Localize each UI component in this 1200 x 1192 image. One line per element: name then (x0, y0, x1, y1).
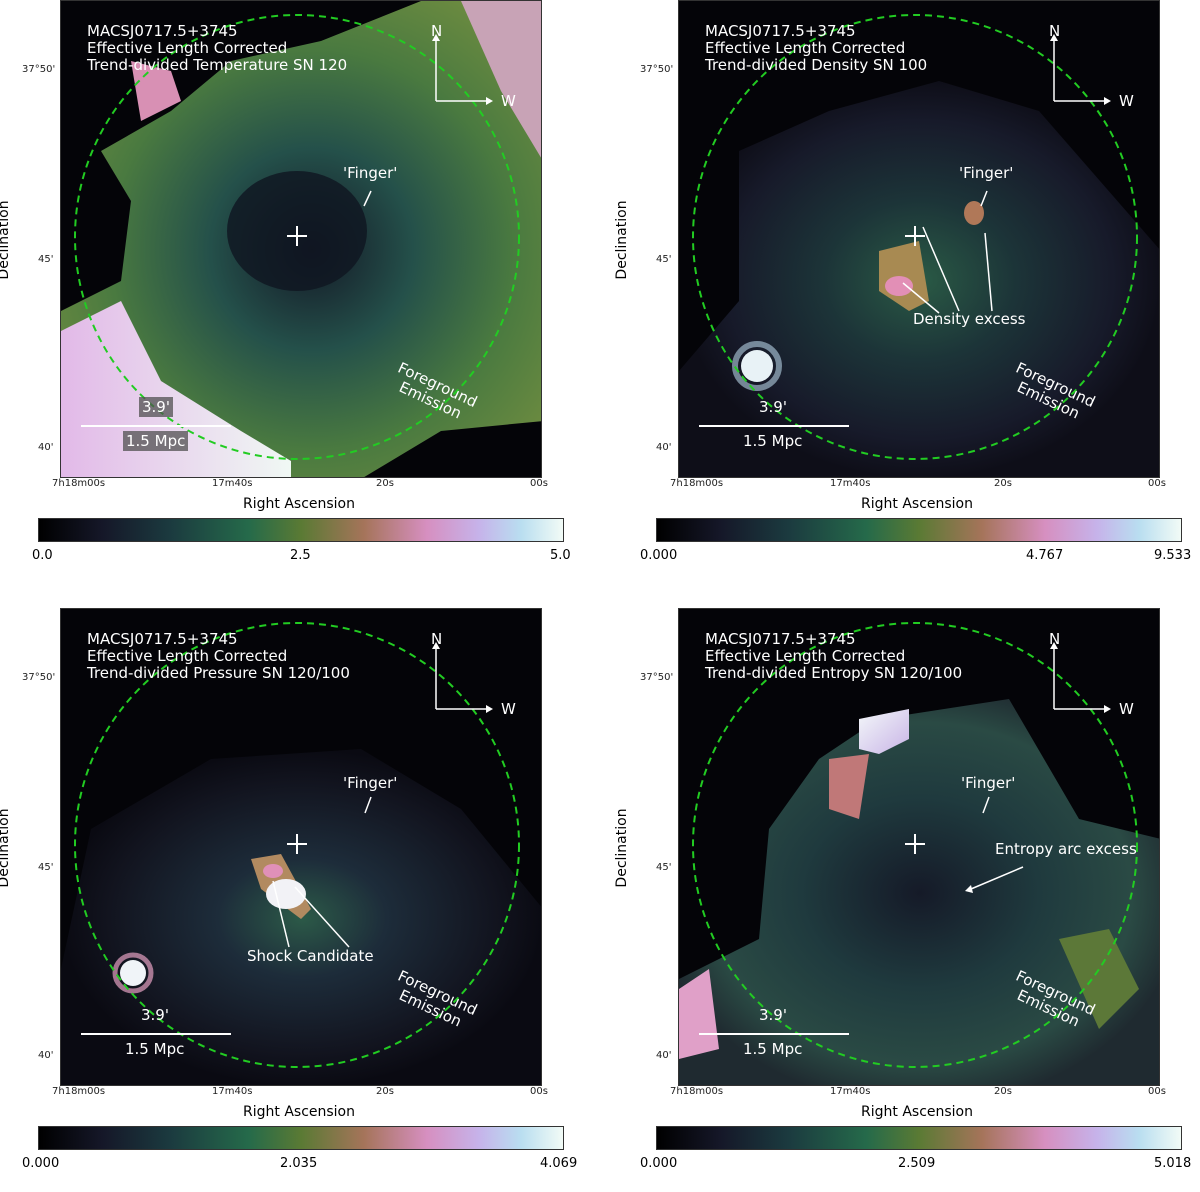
x-axis-label: Right Ascension (861, 1104, 973, 1120)
colorbar (656, 1126, 1182, 1150)
colorbar (656, 518, 1182, 542)
compass-west: W (1119, 92, 1134, 110)
finger-label: 'Finger' (961, 774, 1016, 792)
finger-label: 'Finger' (343, 774, 398, 792)
x-tick: 20s (994, 1086, 1012, 1097)
x-tick: 7h18m00s (670, 1086, 724, 1097)
scale-angle: 3.9' (141, 1006, 169, 1024)
y-axis-label: Declination (0, 808, 12, 888)
x-tick: 17m40s (212, 1086, 253, 1097)
y-tick: 45' (38, 254, 54, 265)
density-map-image (679, 14, 1159, 477)
x-tick: 7h18m00s (52, 478, 106, 489)
compass-north: N (1049, 22, 1061, 40)
colorbar (38, 518, 564, 542)
x-tick: 00s (1148, 1086, 1166, 1097)
colorbar-tick: 0.0 (32, 548, 53, 563)
scale-length: 1.5 Mpc (743, 432, 803, 450)
y-tick: 40' (656, 442, 672, 453)
map-title: MACSJ0717.5+3745 Effective Length Correct… (705, 22, 928, 74)
scale-angle: 3.9' (759, 1006, 787, 1024)
compass-north: N (431, 22, 443, 40)
x-axis-label: Right Ascension (243, 1104, 355, 1120)
scale-length: 1.5 Mpc (125, 1040, 185, 1058)
y-tick: 45' (656, 254, 672, 265)
x-tick: 00s (530, 1086, 548, 1097)
map-title: MACSJ0717.5+3745 Effective Length Correct… (705, 630, 963, 682)
temperature-map: MACSJ0717.5+3745 Effective Length Correct… (60, 0, 542, 478)
x-axis-label: Right Ascension (861, 496, 973, 512)
y-tick: 40' (656, 1050, 672, 1061)
y-axis-label: Declination (0, 200, 12, 280)
colorbar-tick: 5.018 (1154, 1156, 1192, 1171)
y-tick: 37°50' (640, 672, 674, 683)
x-tick: 17m40s (830, 1086, 871, 1097)
r500-circle (692, 14, 1138, 460)
x-tick: 00s (530, 478, 548, 489)
finger-label: 'Finger' (343, 164, 398, 182)
compass-west: W (501, 700, 516, 718)
map-title: MACSJ0717.5+3745 Effective Length Correct… (87, 630, 350, 682)
colorbar-tick: 2.509 (898, 1156, 936, 1171)
entropy-map: MACSJ0717.5+3745 Effective Length Correct… (678, 608, 1160, 1086)
x-tick: 7h18m00s (52, 1086, 106, 1097)
panel-density: Declination 37°50' 45' 40' (614, 0, 1200, 584)
colorbar-tick: 0.000 (640, 548, 678, 563)
y-tick: 45' (656, 862, 672, 873)
panel-pressure: Declination 37°50' 45' 40' (0, 608, 600, 1192)
colorbar-tick: 0.000 (640, 1156, 678, 1171)
x-tick: 17m40s (830, 478, 871, 489)
map-title: MACSJ0717.5+3745 Effective Length Correct… (87, 22, 348, 74)
scale-angle: 3.9' (759, 398, 787, 416)
r500-circle (692, 622, 1138, 1068)
pressure-map-image (61, 622, 541, 1085)
pressure-map: MACSJ0717.5+3745 Effective Length Correct… (60, 608, 542, 1086)
finger-label: 'Finger' (959, 164, 1014, 182)
x-tick: 20s (376, 1086, 394, 1097)
colorbar-tick: 0.000 (22, 1156, 60, 1171)
colorbar-tick: 9.533 (1154, 548, 1192, 563)
density-excess-label: Density excess (913, 310, 1026, 328)
x-axis-label: Right Ascension (243, 496, 355, 512)
y-tick: 37°50' (22, 64, 56, 75)
r500-circle (74, 14, 520, 460)
entropy-arc-excess-label: Entropy arc excess (995, 840, 1137, 858)
colorbar-tick: 5.0 (550, 548, 571, 563)
scale-length: 1.5 Mpc (743, 1040, 803, 1058)
scale-angle: 3.9' (139, 397, 173, 417)
panel-temperature: Declination 37°50' 45' 40' (0, 0, 600, 584)
colorbar-tick: 2.5 (290, 548, 311, 563)
x-tick: 7h18m00s (670, 478, 724, 489)
y-tick: 45' (38, 862, 54, 873)
compass-north: N (431, 630, 443, 648)
y-tick: 37°50' (22, 672, 56, 683)
entropy-map-image (679, 622, 1159, 1085)
colorbar (38, 1126, 564, 1150)
y-tick: 37°50' (640, 64, 674, 75)
compass-west: W (501, 92, 516, 110)
y-axis-label: Declination (614, 808, 630, 888)
compass-west: W (1119, 700, 1134, 718)
y-tick: 40' (38, 442, 54, 453)
colorbar-tick: 4.069 (540, 1156, 578, 1171)
density-map: MACSJ0717.5+3745 Effective Length Correct… (678, 0, 1160, 478)
x-tick: 17m40s (212, 478, 253, 489)
y-tick: 40' (38, 1050, 54, 1061)
x-tick: 20s (376, 478, 394, 489)
temperature-map-image (61, 1, 541, 477)
x-tick: 20s (994, 478, 1012, 489)
compass-north: N (1049, 630, 1061, 648)
y-axis-label: Declination (614, 200, 630, 280)
r500-circle (74, 622, 520, 1068)
colorbar-tick: 4.767 (1026, 548, 1064, 563)
panel-entropy: Declination 37°50' 45' 40' (614, 608, 1200, 1192)
x-tick: 00s (1148, 478, 1166, 489)
shock-candidate-label: Shock Candidate (247, 947, 374, 965)
scale-length: 1.5 Mpc (123, 431, 189, 451)
colorbar-tick: 2.035 (280, 1156, 318, 1171)
